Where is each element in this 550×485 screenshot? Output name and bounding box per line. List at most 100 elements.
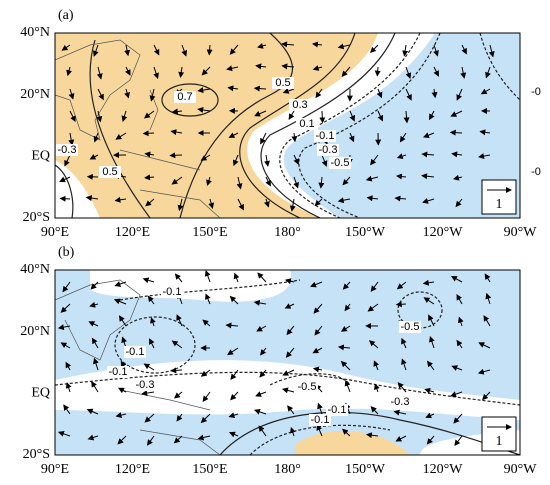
lon-label: 150°W	[345, 225, 386, 240]
wind-arrow	[286, 325, 295, 336]
wind-arrow	[401, 337, 407, 349]
wind-arrow	[153, 66, 159, 80]
wind-arrow	[393, 409, 407, 416]
wind-arrow	[367, 303, 379, 312]
panel-label: (b)	[58, 245, 75, 260]
wind-arrow	[255, 63, 267, 70]
wind-arrow	[257, 42, 267, 49]
wind-arrow	[202, 319, 211, 327]
contour-label-bg	[525, 86, 547, 98]
wind-arrow	[57, 430, 71, 437]
wind-arrow	[60, 342, 71, 349]
reference-box	[481, 179, 517, 215]
contour-label: 0.1	[299, 118, 314, 130]
wind-arrow	[451, 365, 463, 371]
wind-arrow	[145, 198, 155, 207]
wind-arrow	[455, 198, 463, 208]
wind-arrow	[293, 176, 299, 189]
wind-arrow	[178, 66, 185, 78]
wind-arrow	[230, 369, 239, 381]
lat-label: EQ	[31, 149, 50, 164]
wind-arrow	[479, 129, 491, 136]
wind-arrow	[253, 85, 267, 92]
wind-arrow	[314, 325, 323, 336]
wind-arrow	[426, 435, 435, 445]
contour-label: -0	[531, 166, 541, 178]
wind-arrow	[68, 132, 75, 146]
wind-arrow	[376, 88, 383, 99]
contour-label: -0.3	[58, 144, 77, 156]
contour-label: -0.1	[109, 366, 128, 378]
wind-arrow	[265, 176, 271, 187]
wind-arrow	[174, 391, 183, 399]
wind-arrow	[321, 154, 328, 167]
wind-arrow	[115, 412, 127, 418]
wind-arrow	[200, 369, 211, 377]
wind-arrow	[125, 66, 131, 76]
wind-arrow	[60, 303, 71, 313]
wind-arrow	[450, 110, 463, 117]
wind-arrow	[206, 176, 212, 186]
wind-arrow	[480, 88, 491, 95]
wind-arrow	[197, 434, 211, 441]
wind-arrow	[85, 195, 99, 202]
wind-arrow	[90, 281, 99, 290]
lon-label: 120°E	[115, 225, 150, 240]
contour-label-bg	[124, 346, 146, 358]
wind-arrow	[453, 174, 463, 181]
wind-arrow	[450, 391, 463, 398]
panel-label: (a)	[58, 8, 74, 23]
wind-arrow	[431, 88, 438, 99]
wind-arrow	[229, 44, 239, 55]
wind-arrow	[282, 88, 295, 94]
wind-arrow	[255, 391, 267, 397]
wind-arrow	[485, 66, 491, 79]
wind-arrow	[429, 335, 435, 349]
wind-arrow	[312, 347, 323, 354]
wind-arrow	[170, 129, 183, 136]
contour-label-bg	[389, 396, 411, 408]
contour-label-bg	[99, 166, 121, 178]
contour-label: 0.5	[275, 77, 290, 89]
wind-arrow	[63, 404, 71, 415]
contour-label-bg	[317, 144, 339, 156]
contour-label-bg	[525, 166, 547, 178]
wind-arrow	[254, 110, 267, 117]
wind-arrow	[124, 44, 131, 57]
wind-arrow	[89, 154, 99, 160]
wind-arrow	[200, 154, 211, 161]
wind-arrow	[342, 428, 351, 437]
contour-label-bg	[314, 130, 336, 142]
wind-arrow	[485, 292, 492, 305]
wind-arrow	[422, 198, 435, 204]
contour-label-bg	[399, 321, 421, 333]
wind-arrow	[284, 278, 295, 285]
wind-arrow	[374, 66, 381, 77]
wind-arrow	[143, 363, 155, 371]
wind-arrow	[449, 129, 463, 136]
wind-arrow	[293, 154, 299, 165]
wind-arrow	[312, 65, 323, 71]
wind-arrow	[366, 195, 379, 202]
contour-label-bg	[296, 381, 318, 393]
wind-arrow	[256, 325, 267, 332]
lon-label: 120°W	[423, 462, 464, 477]
wind-arrow	[260, 347, 267, 356]
wind-arrow	[149, 88, 156, 102]
lat-label: EQ	[31, 386, 50, 401]
wind-arrow	[457, 316, 464, 327]
wind-arrow	[142, 130, 155, 137]
contour-label: -0.1	[328, 404, 347, 416]
wind-arrow	[68, 88, 75, 100]
lon-label: 180°	[274, 462, 301, 477]
wind-arrow	[65, 361, 72, 371]
contour-label-bg	[329, 157, 351, 169]
wind-arrow	[314, 198, 323, 207]
wind-arrow	[484, 273, 491, 283]
wind-arrow	[150, 317, 156, 327]
wind-arrow	[114, 281, 127, 287]
wind-arrow	[258, 425, 267, 437]
contour-label-bg	[161, 286, 183, 298]
lat-label: 20°S	[23, 210, 50, 225]
lon-label: 90°E	[41, 225, 69, 240]
